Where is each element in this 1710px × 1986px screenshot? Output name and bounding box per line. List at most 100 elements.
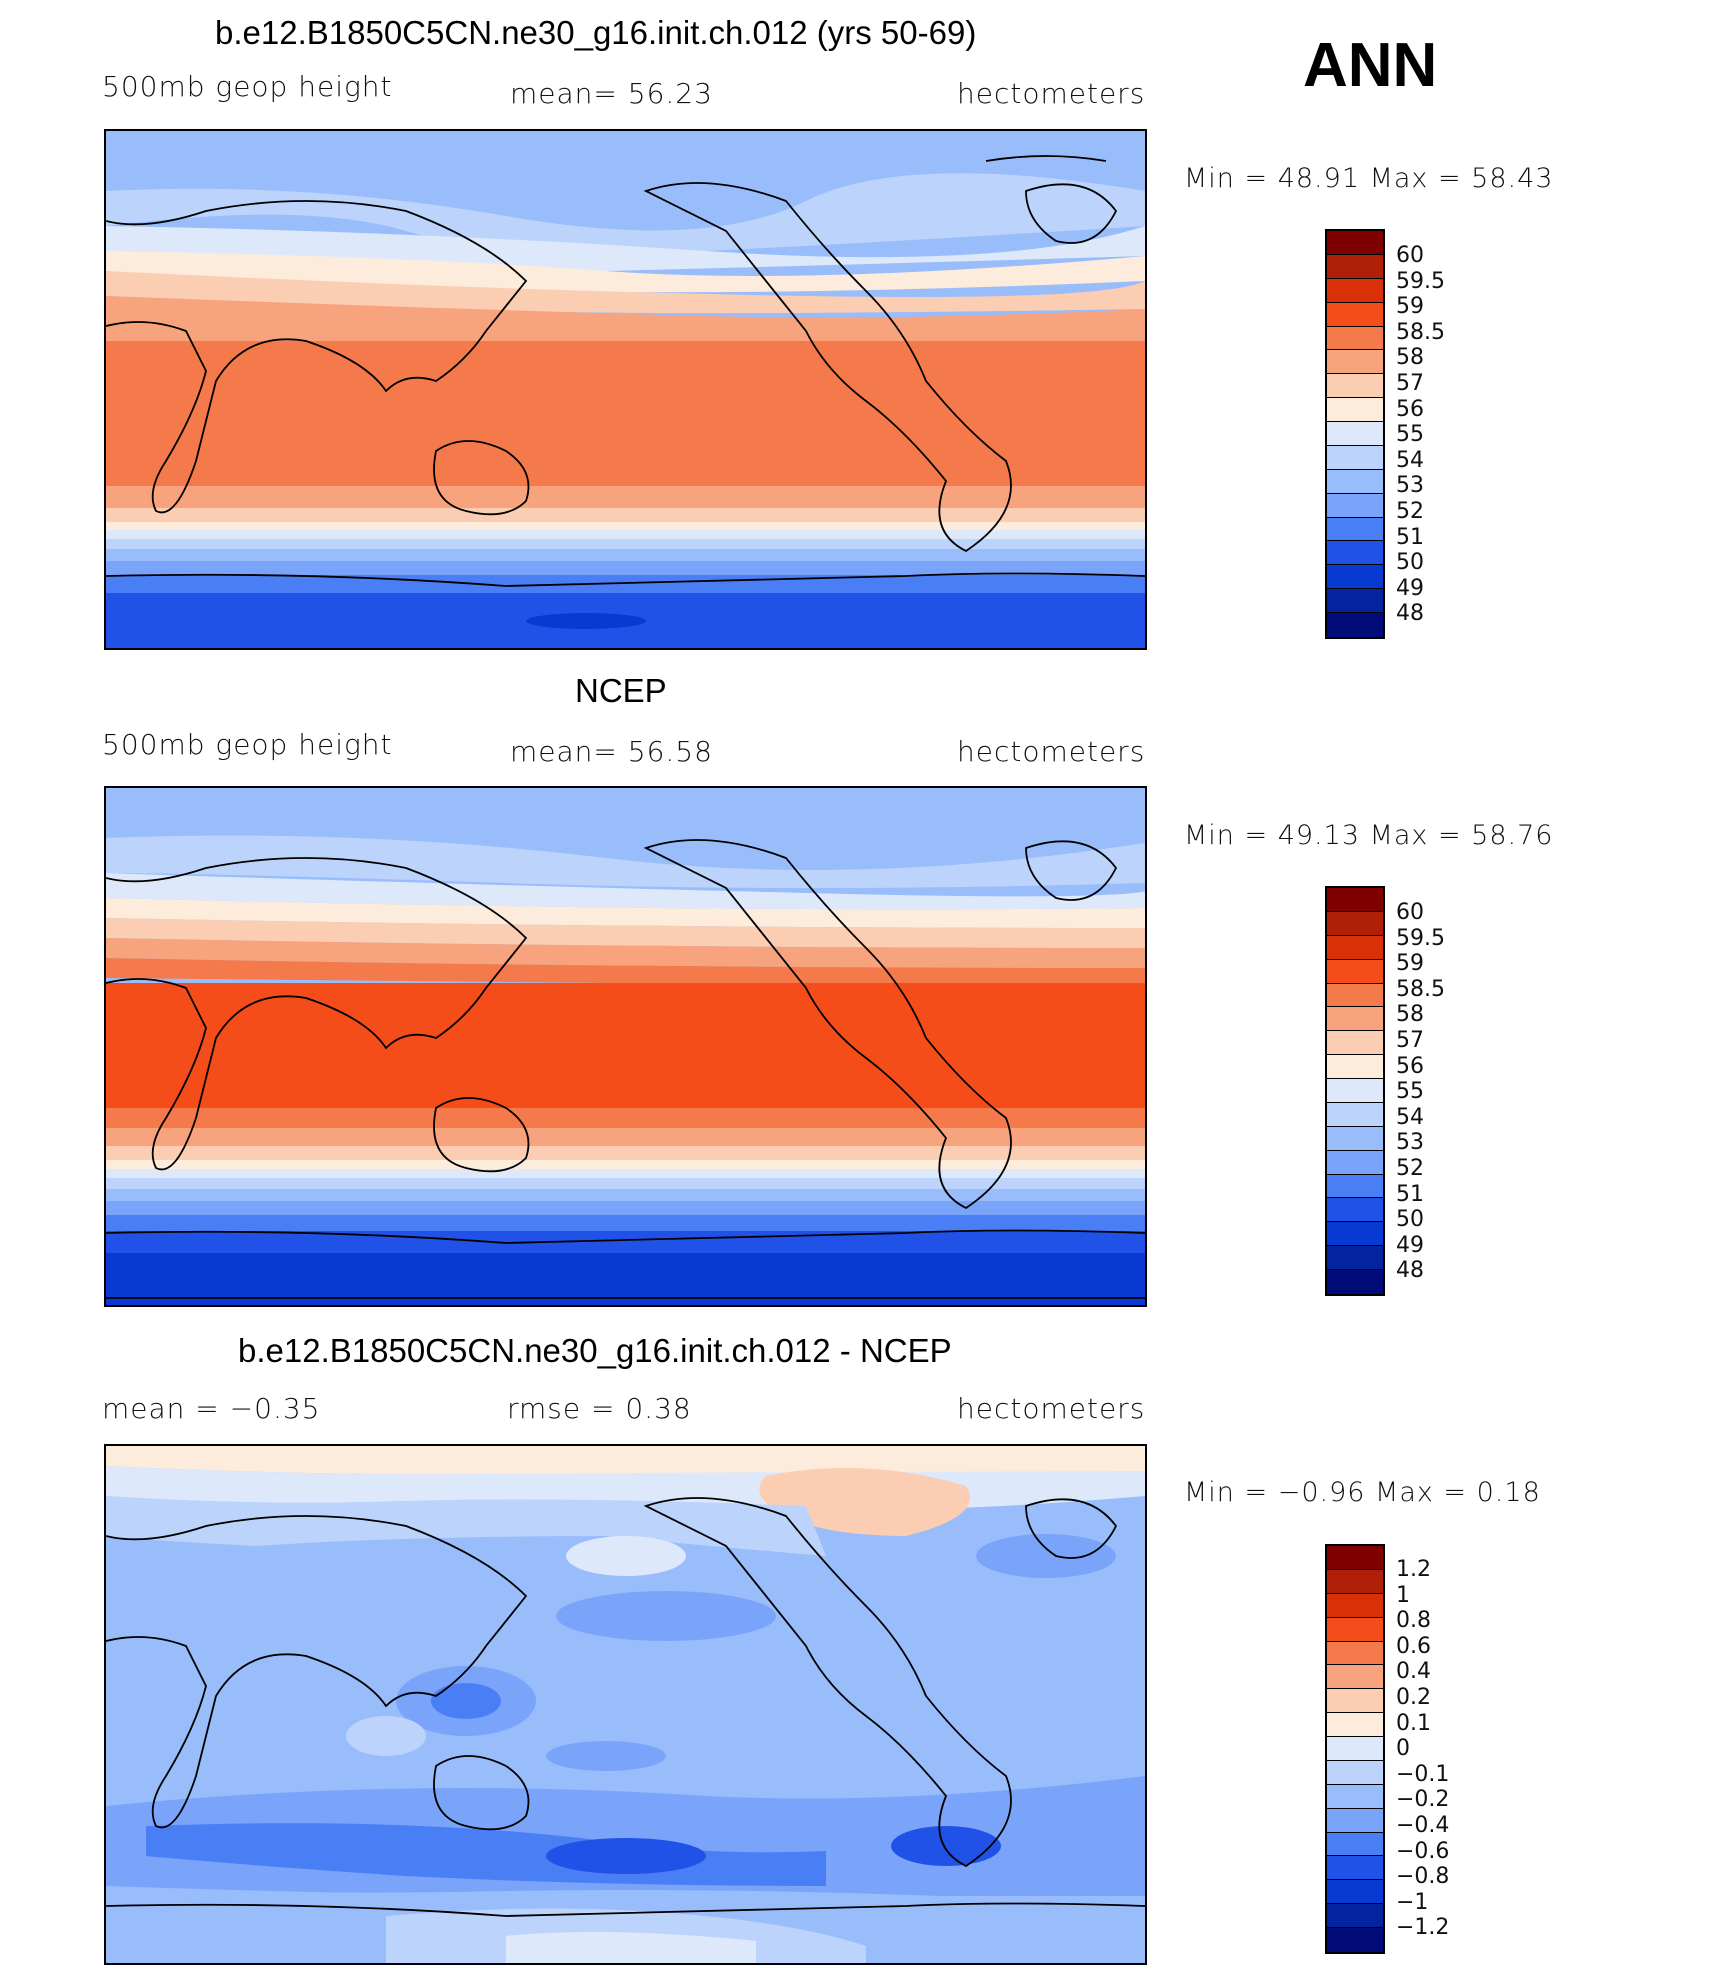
colorbar-swatch: [1327, 1222, 1383, 1247]
colorbar-swatch: [1327, 1689, 1383, 1714]
panel2-variable-label: 500mb geop height: [102, 728, 393, 761]
colorbar-tick-label: 59.5: [1396, 268, 1445, 294]
colorbar-swatch: [1327, 1641, 1383, 1666]
colorbar-swatch: [1327, 1904, 1383, 1928]
colorbar-swatch: [1327, 589, 1383, 613]
panel2-colorbar-labels: 60 59.5 59 58.5 58 57 56 55 54 53 52 51 50 49 48: [1396, 900, 1445, 1284]
colorbar-tick-label: 1.2: [1396, 1557, 1431, 1582]
colorbar-tick-label: 55: [1396, 1079, 1424, 1105]
panel2-units-label: hectometers: [957, 735, 1146, 768]
colorbar-swatch: [1327, 1569, 1383, 1594]
colorbar-swatch: [1327, 1784, 1383, 1809]
panel3-title: b.e12.B1850C5CN.ne30_g16.init.ch.012 - N…: [238, 1332, 952, 1369]
panel3-colorbar: [1325, 1544, 1385, 1954]
colorbar-tick-label: −0.8: [1396, 1864, 1450, 1890]
colorbar-tick-label: −0.1: [1396, 1761, 1450, 1787]
colorbar-tick-label: 53: [1396, 473, 1424, 499]
colorbar-tick-label: 49: [1396, 575, 1424, 601]
colorbar-tick-label: −0.6: [1396, 1838, 1450, 1864]
colorbar-tick-label: −0.2: [1396, 1787, 1450, 1813]
colorbar-swatch: [1327, 1760, 1383, 1785]
panel2-min-max: Min = 49.13 Max = 58.76: [1184, 820, 1554, 851]
colorbar-swatch: [1327, 445, 1383, 470]
colorbar-tick-label: 58: [1396, 345, 1424, 371]
colorbar-tick-label: 59.5: [1396, 925, 1445, 951]
panel1-min-max: Min = 48.91 Max = 58.43: [1184, 163, 1554, 194]
colorbar-tick-label: 50: [1396, 550, 1424, 576]
colorbar-swatch: [1327, 254, 1383, 279]
colorbar-tick-label: 58: [1396, 1002, 1424, 1028]
colorbar-swatch: [1327, 1617, 1383, 1642]
colorbar-tick-label: 52: [1396, 1155, 1424, 1181]
panel3-mean-label: mean = −0.35: [102, 1392, 321, 1425]
colorbar-tick-label: 54: [1396, 447, 1424, 473]
panel3-min-max: Min = −0.96 Max = 0.18: [1184, 1477, 1541, 1508]
colorbar-swatch: [1327, 911, 1383, 936]
colorbar-swatch: [1327, 1665, 1383, 1690]
colorbar-tick-label: −1: [1396, 1889, 1429, 1915]
panel1-mean-label: mean= 56.23: [510, 77, 713, 110]
colorbar-tick-label: 52: [1396, 498, 1424, 524]
colorbar-swatch: [1327, 1593, 1383, 1618]
colorbar-tick-label: 0.4: [1396, 1659, 1431, 1685]
colorbar-swatch: [1327, 1055, 1383, 1079]
colorbar-swatch: [1327, 398, 1383, 422]
colorbar-swatch: [1327, 1174, 1383, 1199]
colorbar-swatch: [1327, 422, 1383, 446]
colorbar-tick-label: 51: [1396, 1181, 1424, 1207]
colorbar-swatch: [1327, 1270, 1383, 1294]
colorbar-swatch: [1327, 959, 1383, 984]
panel1-colorbar-labels: 60 59.5 59 58.5 58 57 56 55 54 53 52 51 50 49 48: [1396, 243, 1445, 627]
colorbar-swatch: [1327, 565, 1383, 590]
colorbar-swatch: [1327, 517, 1383, 542]
colorbar-swatch: [1327, 1737, 1383, 1761]
panel3-colorbar-labels: 1.2 1 0.8 0.6 0.4 0.2 0.1 0 −0.1 −0.2 −0.4 −0.6 −0.8…: [1396, 1557, 1449, 1941]
colorbar-swatch: [1327, 1079, 1383, 1103]
colorbar-swatch: [1327, 1031, 1383, 1056]
colorbar-swatch: [1327, 1126, 1383, 1151]
colorbar-tick-label: 0.8: [1396, 1608, 1431, 1634]
panel2-title: NCEP: [575, 672, 667, 709]
panel1-units-label: hectometers: [957, 77, 1146, 110]
colorbar-tick-label: 57: [1396, 1027, 1424, 1053]
panel3-units-label: hectometers: [957, 1392, 1146, 1425]
colorbar-tick-label: 56: [1396, 1053, 1424, 1079]
colorbar-tick-label: 53: [1396, 1130, 1424, 1156]
colorbar-tick-label: 59: [1396, 951, 1424, 977]
colorbar-tick-label: 48: [1396, 601, 1424, 627]
colorbar-swatch: [1327, 541, 1383, 566]
panel1-variable-label: 500mb geop height: [102, 70, 393, 103]
colorbar-tick-label: 57: [1396, 370, 1424, 396]
panel3-map: [104, 1444, 1147, 1965]
colorbar-swatch: [1327, 613, 1383, 637]
colorbar-tick-label: 59: [1396, 294, 1424, 320]
colorbar-swatch: [1327, 1713, 1383, 1737]
colorbar-tick-label: 0.6: [1396, 1633, 1431, 1659]
colorbar-tick-label: 55: [1396, 422, 1424, 448]
colorbar-swatch: [1327, 888, 1383, 912]
season-label: ANN: [1303, 31, 1438, 100]
colorbar-swatch: [1327, 374, 1383, 399]
panel2-colorbar: [1325, 886, 1385, 1296]
colorbar-tick-label: 60: [1396, 243, 1424, 268]
panel1-title: b.e12.B1850C5CN.ne30_g16.init.ch.012 (yr…: [215, 14, 977, 51]
colorbar-tick-label: 0.1: [1396, 1710, 1431, 1736]
colorbar-tick-label: 50: [1396, 1207, 1424, 1233]
panel2-mean-label: mean= 56.58: [510, 735, 713, 768]
colorbar-tick-label: 54: [1396, 1104, 1424, 1130]
colorbar-swatch: [1327, 983, 1383, 1008]
colorbar-tick-label: 1: [1396, 1582, 1410, 1608]
colorbar-tick-label: 0: [1396, 1736, 1410, 1762]
colorbar-tick-label: 60: [1396, 900, 1424, 925]
colorbar-swatch: [1327, 231, 1383, 255]
panel1-colorbar: [1325, 229, 1385, 639]
colorbar-swatch: [1327, 493, 1383, 518]
colorbar-tick-label: 58.5: [1396, 976, 1445, 1002]
colorbar-swatch: [1327, 1150, 1383, 1175]
colorbar-swatch: [1327, 1546, 1383, 1570]
colorbar-tick-label: 51: [1396, 524, 1424, 550]
colorbar-swatch: [1327, 326, 1383, 351]
colorbar-tick-label: 48: [1396, 1258, 1424, 1284]
panel1-map: [104, 129, 1147, 650]
colorbar-tick-label: 58.5: [1396, 319, 1445, 345]
